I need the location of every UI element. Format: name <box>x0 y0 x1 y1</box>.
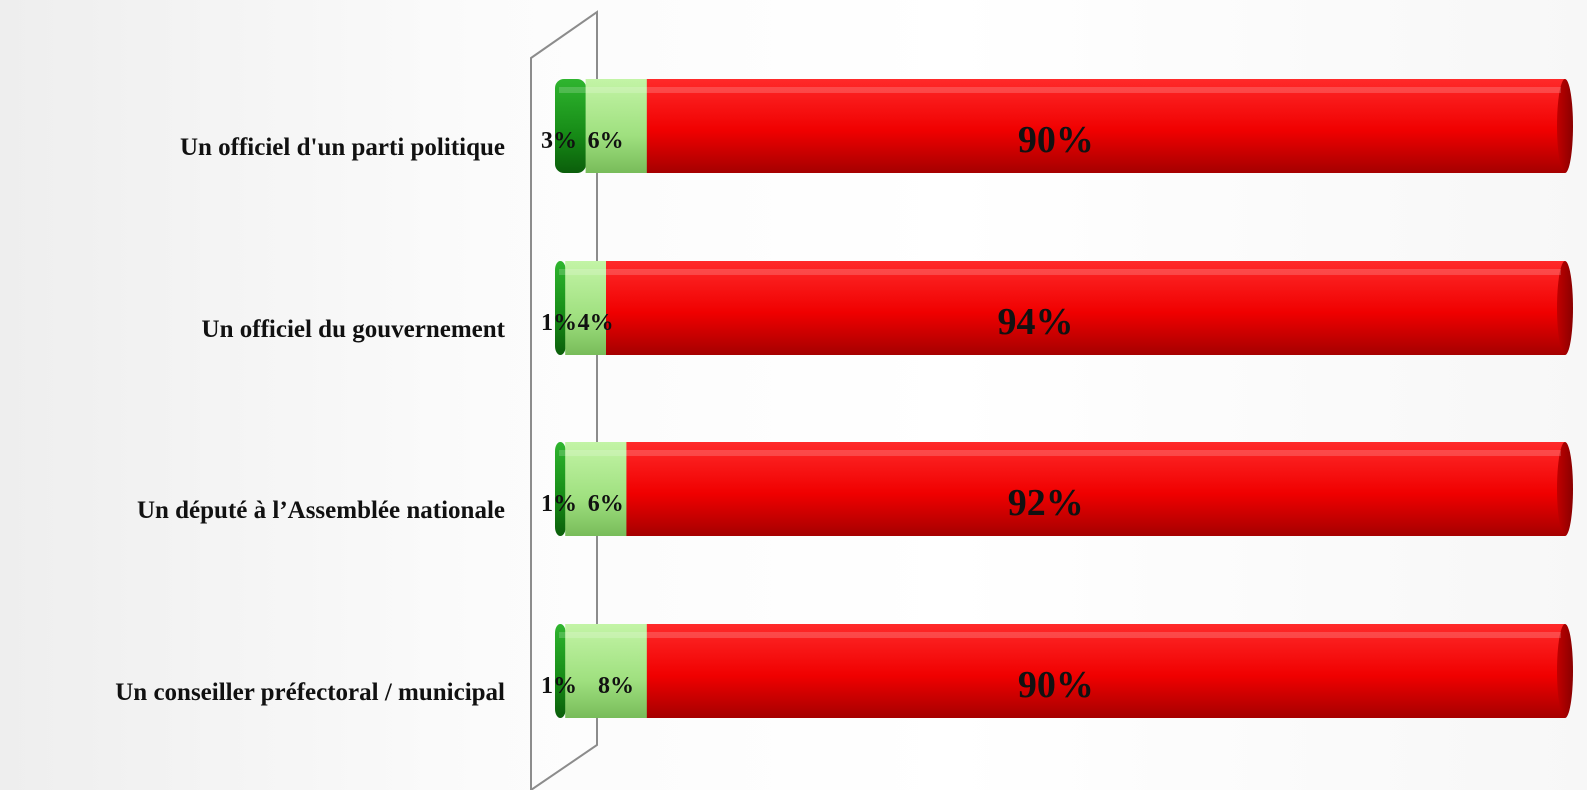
category-label: Un conseiller préfectoral / municipal <box>115 679 505 706</box>
bar-segment <box>646 79 1566 173</box>
segment-label: 92% <box>1008 482 1084 524</box>
bar-segment <box>555 79 587 173</box>
segment-label: 1% <box>541 673 577 699</box>
category-label: Un officiel d'un parti politique <box>179 134 505 161</box>
segment-label: 8% <box>598 673 634 699</box>
segment-label: 90% <box>1018 119 1094 161</box>
bar-highlight <box>559 632 1561 638</box>
bar-highlight <box>559 450 1561 456</box>
category-label: Un député à l’Assemblée nationale <box>136 497 505 524</box>
bar-end-cap <box>1557 261 1573 355</box>
bar-segment <box>585 79 648 173</box>
bar-segment <box>555 442 566 536</box>
segment-label: 6% <box>588 128 624 154</box>
category-label: Un officiel du gouvernement <box>201 316 505 343</box>
segment-label: 90% <box>1018 664 1094 706</box>
bar-segment <box>565 442 627 536</box>
bar-highlight <box>559 87 1561 93</box>
segment-label: 4% <box>578 310 614 336</box>
bar-segment <box>565 261 607 355</box>
bar-segment <box>565 624 648 718</box>
bar-highlight <box>559 269 1561 275</box>
bar-segment <box>606 261 1566 355</box>
bar-end-cap <box>1557 442 1573 536</box>
bar-segment <box>555 261 566 355</box>
bar-segment <box>646 624 1566 718</box>
segment-label: 1% <box>541 491 577 517</box>
segment-label: 1% <box>541 310 577 336</box>
segment-label: 6% <box>588 491 624 517</box>
bar-segment <box>555 624 566 718</box>
bar-end-cap <box>1557 79 1573 173</box>
axis-wall <box>530 10 598 790</box>
segment-label: 3% <box>541 128 577 154</box>
bar-segment <box>626 442 1566 536</box>
bar-end-cap <box>1557 624 1573 718</box>
segment-label: 94% <box>998 301 1074 343</box>
